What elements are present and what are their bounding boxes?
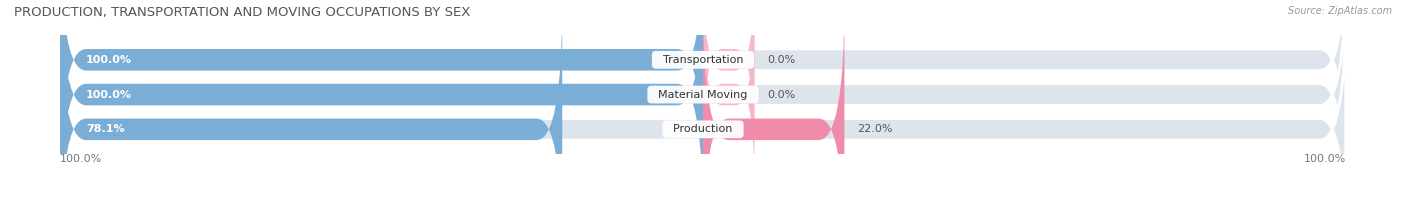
Text: 0.0%: 0.0%: [768, 90, 796, 99]
FancyBboxPatch shape: [60, 0, 703, 197]
Text: 100.0%: 100.0%: [86, 55, 132, 65]
Text: 100.0%: 100.0%: [86, 90, 132, 99]
FancyBboxPatch shape: [60, 1, 1346, 197]
FancyBboxPatch shape: [703, 0, 755, 153]
Text: 22.0%: 22.0%: [858, 124, 893, 134]
FancyBboxPatch shape: [703, 1, 755, 188]
FancyBboxPatch shape: [60, 0, 703, 188]
Text: 100.0%: 100.0%: [1303, 154, 1346, 164]
FancyBboxPatch shape: [60, 0, 1346, 197]
Legend: Male, Female: Male, Female: [647, 194, 759, 197]
FancyBboxPatch shape: [60, 0, 1346, 188]
Text: Production: Production: [666, 124, 740, 134]
Text: 78.1%: 78.1%: [86, 124, 125, 134]
Text: Transportation: Transportation: [655, 55, 751, 65]
FancyBboxPatch shape: [60, 1, 562, 197]
Text: PRODUCTION, TRANSPORTATION AND MOVING OCCUPATIONS BY SEX: PRODUCTION, TRANSPORTATION AND MOVING OC…: [14, 6, 471, 19]
FancyBboxPatch shape: [703, 1, 845, 197]
Text: 0.0%: 0.0%: [768, 55, 796, 65]
Text: Material Moving: Material Moving: [651, 90, 755, 99]
Text: Source: ZipAtlas.com: Source: ZipAtlas.com: [1288, 6, 1392, 16]
Text: 100.0%: 100.0%: [60, 154, 103, 164]
